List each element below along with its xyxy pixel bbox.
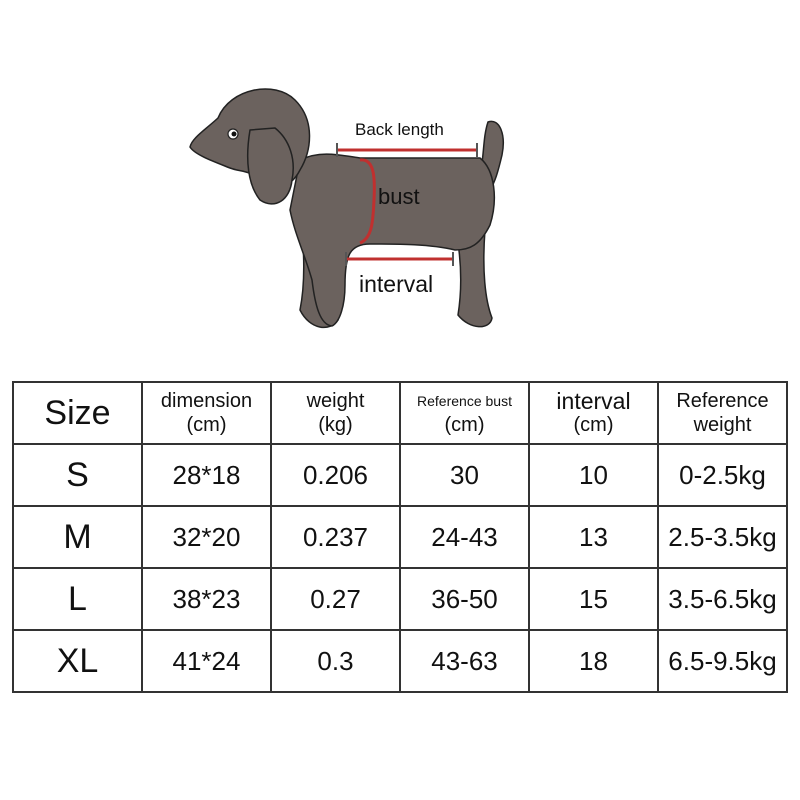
table-row: S 28*18 0.206 30 10 0-2.5kg [12, 443, 788, 507]
size-cell: L [12, 567, 143, 631]
interval-cell: 10 [528, 443, 659, 507]
dimension-cell: 32*20 [141, 505, 272, 569]
ref-weight-cell: 0-2.5kg [657, 443, 788, 507]
weight-cell: 0.27 [270, 567, 401, 631]
dog-illustration [189, 88, 504, 329]
header-size: Size [12, 381, 143, 445]
header-interval: interval (cm) [528, 381, 659, 445]
header-reference-weight: Reference weight [657, 381, 788, 445]
header-dimension: dimension (cm) [141, 381, 272, 445]
measurement-lines [336, 143, 478, 266]
interval-label: interval [359, 271, 434, 297]
interval-cell: 13 [528, 505, 659, 569]
dimension-cell: 41*24 [141, 629, 272, 693]
bust-cell: 43-63 [399, 629, 530, 693]
header-reference-bust: Reference bust (cm) [399, 381, 530, 445]
size-cell: M [12, 505, 143, 569]
table-row: L 38*23 0.27 36-50 15 3.5-6.5kg [12, 567, 788, 631]
interval-cell: 15 [528, 567, 659, 631]
weight-cell: 0.237 [270, 505, 401, 569]
dimension-cell: 38*23 [141, 567, 272, 631]
interval-cell: 18 [528, 629, 659, 693]
ref-weight-cell: 2.5-3.5kg [657, 505, 788, 569]
size-cell: XL [12, 629, 143, 693]
bust-cell: 24-43 [399, 505, 530, 569]
size-cell: S [12, 443, 143, 507]
bust-cell: 36-50 [399, 567, 530, 631]
weight-cell: 0.206 [270, 443, 401, 507]
table-row: M 32*20 0.237 24-43 13 2.5-3.5kg [12, 505, 788, 569]
weight-cell: 0.3 [270, 629, 401, 693]
bust-label: bust [378, 184, 420, 209]
size-table: Size dimension (cm) weight (kg) Reference … [12, 381, 788, 693]
ref-weight-cell: 6.5-9.5kg [657, 629, 788, 693]
ref-weight-cell: 3.5-6.5kg [657, 567, 788, 631]
bust-cell: 30 [399, 443, 530, 507]
header-weight: weight (kg) [270, 381, 401, 445]
table-row: XL 41*24 0.3 43-63 18 6.5-9.5kg [12, 629, 788, 693]
table-header-row: Size dimension (cm) weight (kg) Reference … [12, 381, 788, 445]
back-length-label: Back length [355, 120, 444, 139]
dimension-cell: 28*18 [141, 443, 272, 507]
